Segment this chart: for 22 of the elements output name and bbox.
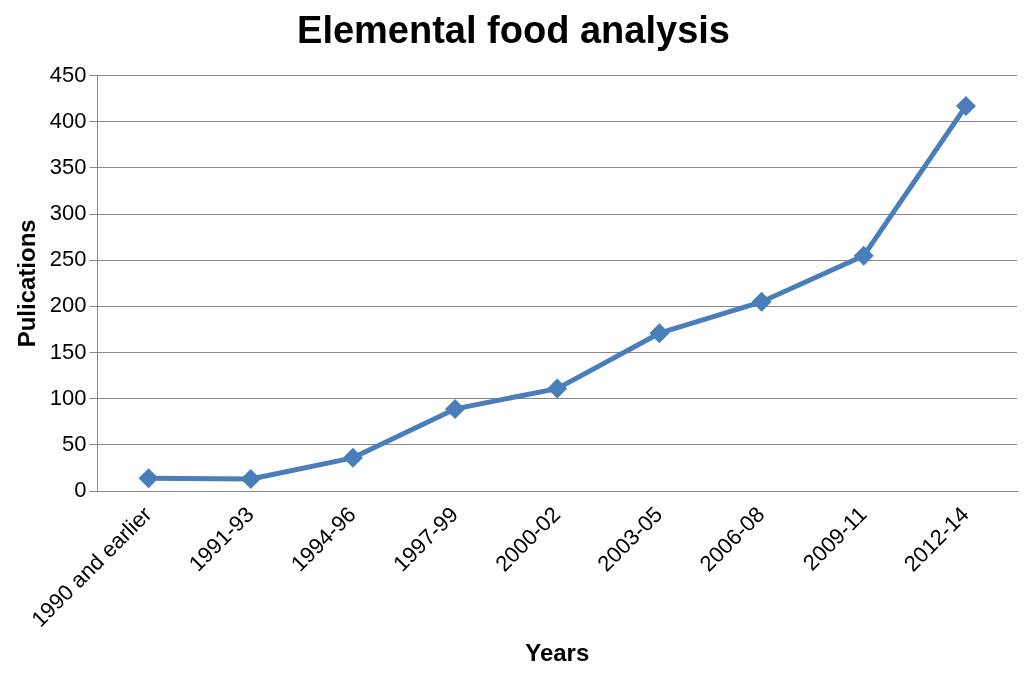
y-tick-label: 400	[49, 107, 87, 133]
point	[853, 245, 874, 266]
point	[649, 323, 670, 344]
x-axis-title: Years	[525, 639, 590, 667]
y-tick-label: 150	[49, 338, 87, 364]
point	[138, 468, 159, 489]
y-tick-label: 450	[49, 61, 87, 87]
point	[445, 398, 466, 419]
chart-title: Elemental food analysis	[297, 9, 730, 52]
y-tick-label: 50	[62, 430, 87, 456]
point	[240, 469, 261, 490]
y-tick-label: 0	[74, 477, 87, 503]
point	[547, 378, 568, 399]
point	[751, 291, 772, 312]
y-axis-title: Pulications	[13, 219, 41, 348]
y-tick-label: 300	[49, 200, 87, 226]
point	[342, 447, 363, 468]
y-tick-label: 350	[49, 154, 87, 179]
y-tick-label: 250	[49, 246, 87, 272]
y-tick-label: 100	[49, 384, 87, 410]
y-tick-label: 200	[49, 292, 87, 318]
point	[955, 96, 976, 117]
